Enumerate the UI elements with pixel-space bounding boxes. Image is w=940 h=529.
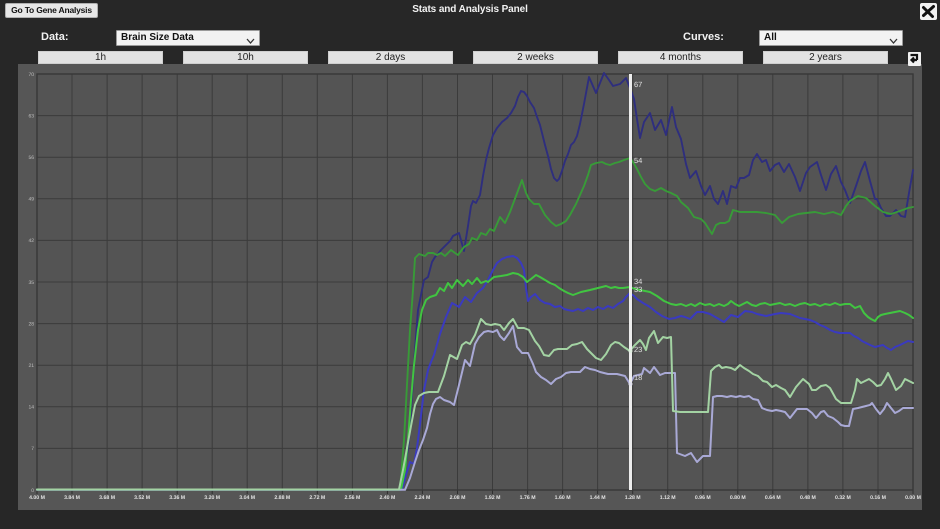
svg-text:54: 54 bbox=[634, 156, 642, 165]
svg-text:0: 0 bbox=[31, 488, 34, 494]
svg-text:1.28 M: 1.28 M bbox=[625, 495, 641, 501]
svg-text:33: 33 bbox=[634, 285, 642, 294]
svg-text:2.72 M: 2.72 M bbox=[309, 495, 325, 501]
svg-text:42: 42 bbox=[28, 238, 34, 244]
svg-text:4.00 M: 4.00 M bbox=[29, 495, 45, 501]
svg-text:21: 21 bbox=[28, 363, 34, 369]
svg-text:14: 14 bbox=[28, 405, 34, 411]
svg-text:1.44 M: 1.44 M bbox=[590, 495, 606, 501]
svg-text:3.36 M: 3.36 M bbox=[169, 495, 185, 501]
svg-text:70: 70 bbox=[28, 72, 34, 78]
svg-text:3.84 M: 3.84 M bbox=[64, 495, 80, 501]
svg-text:1.12 M: 1.12 M bbox=[660, 495, 676, 501]
svg-text:3.52 M: 3.52 M bbox=[134, 495, 150, 501]
svg-text:2.88 M: 2.88 M bbox=[274, 495, 290, 501]
svg-text:0.48 M: 0.48 M bbox=[800, 495, 816, 501]
svg-text:0.80 M: 0.80 M bbox=[730, 495, 746, 501]
svg-text:0.16 M: 0.16 M bbox=[870, 495, 886, 501]
svg-text:49: 49 bbox=[28, 197, 34, 203]
svg-text:28: 28 bbox=[28, 321, 34, 327]
svg-text:1.60 M: 1.60 M bbox=[555, 495, 571, 501]
svg-text:3.68 M: 3.68 M bbox=[99, 495, 115, 501]
svg-text:34: 34 bbox=[634, 277, 642, 286]
svg-text:56: 56 bbox=[28, 155, 34, 161]
svg-text:23: 23 bbox=[634, 345, 642, 354]
svg-text:35: 35 bbox=[28, 280, 34, 286]
svg-text:18: 18 bbox=[634, 373, 642, 382]
svg-text:3.20 M: 3.20 M bbox=[204, 495, 220, 501]
svg-text:0.32 M: 0.32 M bbox=[835, 495, 851, 501]
svg-text:0.96 M: 0.96 M bbox=[695, 495, 711, 501]
svg-text:67: 67 bbox=[634, 80, 642, 89]
svg-text:1.76 M: 1.76 M bbox=[520, 495, 536, 501]
svg-text:63: 63 bbox=[28, 113, 34, 119]
svg-text:0.64 M: 0.64 M bbox=[765, 495, 781, 501]
svg-text:2.24 M: 2.24 M bbox=[414, 495, 430, 501]
svg-text:1.92 M: 1.92 M bbox=[485, 495, 501, 501]
svg-text:7: 7 bbox=[31, 446, 34, 452]
svg-text:3.04 M: 3.04 M bbox=[239, 495, 255, 501]
svg-text:2.56 M: 2.56 M bbox=[344, 495, 360, 501]
svg-text:2.08 M: 2.08 M bbox=[450, 495, 466, 501]
svg-text:0.00 M: 0.00 M bbox=[905, 495, 921, 501]
svg-text:2.40 M: 2.40 M bbox=[379, 495, 395, 501]
